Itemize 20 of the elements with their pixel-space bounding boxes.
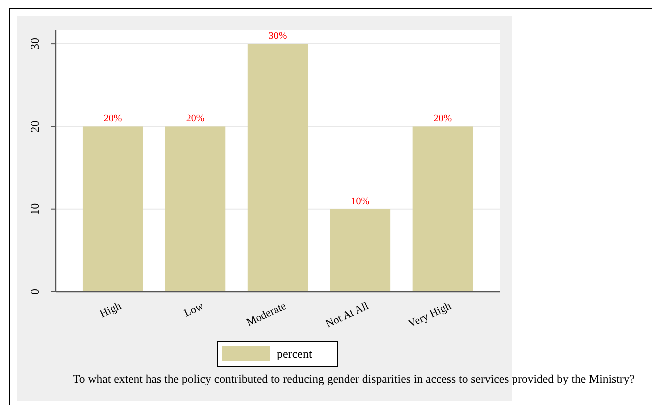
text: To what extent has the policy contributed to reducing gender disparities in access to services provided by the Ministry?: [73, 372, 635, 386]
x-tick-label: Low: [182, 300, 206, 320]
y-tick-label: 20: [28, 120, 42, 133]
data-label: 20%: [434, 114, 452, 125]
bar: [165, 126, 226, 292]
data-label: 30%: [268, 31, 288, 42]
data-label: 20%: [104, 114, 122, 125]
y-tick-label: 10: [28, 203, 42, 216]
bar: [330, 209, 391, 292]
data-label: 20%: [186, 114, 205, 125]
legend-label: percent: [277, 347, 313, 361]
x-tick-label: Not At All: [324, 300, 371, 331]
bar: [412, 126, 474, 292]
x-tick-label: Very High: [406, 300, 454, 330]
bar: [82, 126, 144, 292]
x-tick-label: High: [98, 300, 124, 321]
data-label: 10%: [351, 196, 370, 208]
y-tick-label: 0: [28, 289, 42, 295]
y-tick-label: 30: [28, 38, 42, 50]
bar: [248, 44, 308, 292]
